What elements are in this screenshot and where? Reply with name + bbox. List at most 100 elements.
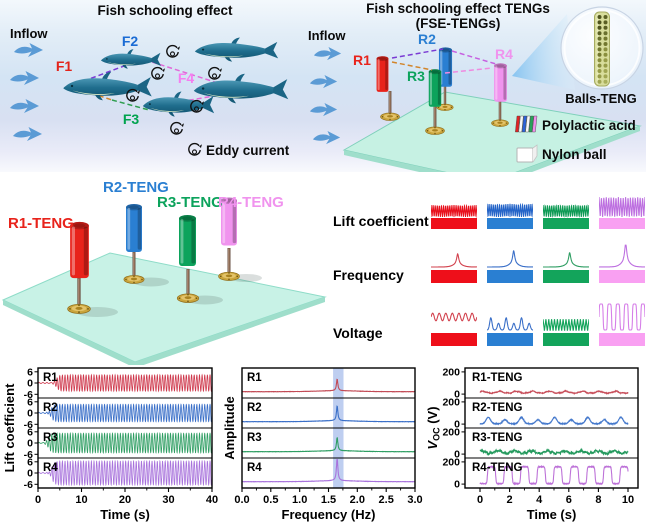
y-tick-label: 6: [27, 366, 33, 378]
nylon-balls-column: [597, 15, 608, 84]
x-tick-label: 2.5: [379, 494, 394, 506]
x-tick-label: 30: [162, 494, 174, 506]
x-tick-label: 1.5: [321, 494, 336, 506]
nylon-ball-label: Nylon ball: [542, 147, 607, 162]
mini-waveform-trace: [543, 319, 589, 331]
top-illustration: Fish schooling effect Inflow: [0, 0, 646, 172]
rotor-label-r4: R4: [495, 46, 513, 62]
mini-waveform-trace: [487, 250, 533, 268]
trace-r4: [37, 459, 213, 487]
fish-schooling-title: Fish schooling effect: [97, 3, 233, 18]
mini-waveform-trace: [487, 317, 533, 331]
panel-label-r4: R4: [43, 462, 58, 474]
panel-label-r2: R2: [43, 402, 58, 414]
y-tick-label: 0: [454, 479, 460, 491]
y-tick-label: 0: [27, 438, 33, 450]
trace-r3: [241, 437, 416, 453]
y-axis-label: Lift coefficient: [2, 383, 17, 473]
panel-label-r1-teng: R1-TENG: [472, 372, 523, 384]
teng-cylinder-r3: [179, 215, 196, 266]
inflow-label-right: Inflow: [308, 28, 346, 43]
fse-title-line1: Fish schooling effect TENGs: [366, 1, 550, 16]
balls-teng-label: Balls-TENG: [565, 91, 637, 106]
polylactic-acid-label: Polylactic acid: [542, 118, 636, 133]
y-tick-label: 0: [454, 449, 460, 461]
x-tick-label: 10: [75, 494, 87, 506]
balls-teng-inset: Balls-TENG: [560, 6, 644, 106]
panel-label-r1: R1: [43, 372, 58, 384]
fish-label-f4: F4: [178, 70, 195, 86]
mini-waveform-trace: [487, 202, 533, 218]
x-tick-label: 0.5: [263, 494, 278, 506]
y-tick-label: 0: [454, 389, 460, 401]
trace-r2-teng: [479, 415, 629, 426]
panel-label-r2-teng: R2-TENG: [472, 402, 523, 414]
mini-waveform-trace: [599, 244, 645, 268]
teng-3d-view: R1-TENG R2-TENG R3-TENG R4-TENG: [1, 179, 327, 365]
teng-mount-r4: [218, 248, 240, 281]
y-tick-label: 0: [27, 468, 33, 480]
teng-label-r2: R2-TENG: [103, 179, 169, 196]
mini-waveform-row1-col1: [431, 204, 477, 218]
color-bar-row3-col1: [431, 333, 477, 346]
x-tick-label: 4: [536, 494, 543, 506]
nylon-ball-icon: [516, 144, 538, 163]
x-tick-label: 20: [119, 494, 131, 506]
trace-r2: [242, 405, 416, 423]
color-bar-row2-col4: [599, 270, 645, 283]
panel-label-r2: R2: [247, 402, 262, 414]
color-bar-row3-col3: [543, 333, 589, 346]
row-label-voltage: Voltage: [333, 325, 383, 341]
y-tick-label: -6: [24, 419, 33, 431]
panel-label-r1: R1: [247, 372, 262, 384]
color-bar-row2-col2: [487, 270, 533, 283]
mini-waveform-row1-col3: [543, 204, 589, 218]
y-axis-label: VOC (V): [425, 406, 442, 449]
y-tick-label: 0: [454, 419, 460, 431]
color-bar-row2-col3: [543, 270, 589, 283]
x-tick-label: 3.0: [407, 494, 422, 506]
y-tick-label: -6: [24, 389, 33, 401]
y-axis-label: Amplitude: [222, 396, 237, 460]
color-bar-row1-col4: [599, 218, 645, 229]
row-label-lift-coefficient: Lift coefficient: [333, 213, 429, 229]
y-tick-label: 200: [442, 426, 460, 438]
mini-waveform-row3-col1: [431, 312, 477, 322]
teng-cylinder-r2: [126, 204, 142, 252]
mini-waveform-row3-col2: [487, 317, 533, 331]
inflow-label-left: Inflow: [10, 26, 48, 41]
chart-frame: [464, 367, 639, 489]
x-axis-label: Time (s): [527, 507, 577, 522]
y-tick-label: 6: [27, 426, 33, 438]
trace-r3: [37, 432, 213, 454]
x-tick-label: 2: [507, 494, 513, 506]
panel-label-r4-teng: R4-TENG: [472, 462, 523, 474]
signal-summary-grid: Lift coefficient Frequency Voltage: [330, 172, 646, 362]
row-label-frequency: Frequency: [333, 267, 404, 283]
color-bar-row1-col3: [543, 218, 589, 229]
trace-r1-teng: [479, 389, 629, 396]
trace-r1: [242, 378, 416, 393]
trace-r2: [37, 403, 213, 423]
fse-title-line2: (FSE-TENGs): [416, 16, 501, 31]
eddy-legend-label: Eddy current: [206, 143, 290, 158]
mini-waveform-row1-col4: [599, 196, 645, 218]
mini-waveform-row1-col2: [487, 202, 533, 218]
mini-waveform-trace: [431, 252, 477, 268]
fish-label-f1: F1: [56, 58, 73, 74]
y-tick-label: -6: [24, 479, 33, 491]
y-tick-label: 0: [27, 378, 33, 390]
y-tick-label: -6: [24, 449, 33, 461]
rotor-spacing-lines: [391, 48, 497, 74]
x-tick-label: 0.0: [234, 494, 249, 506]
color-bar-row1-col1: [431, 218, 477, 229]
x-tick-label: 0: [477, 494, 483, 506]
trace-r1: [37, 373, 213, 393]
rotor-label-r1: R1: [353, 52, 371, 68]
mini-waveform-trace: [543, 252, 589, 268]
panel-label-r3: R3: [247, 432, 262, 444]
y-tick-label: 0: [27, 408, 33, 420]
polylactic-acid-icon: [515, 115, 538, 133]
mini-waveform-row3-col4: [599, 303, 645, 331]
y-tick-label: 6: [27, 456, 33, 468]
